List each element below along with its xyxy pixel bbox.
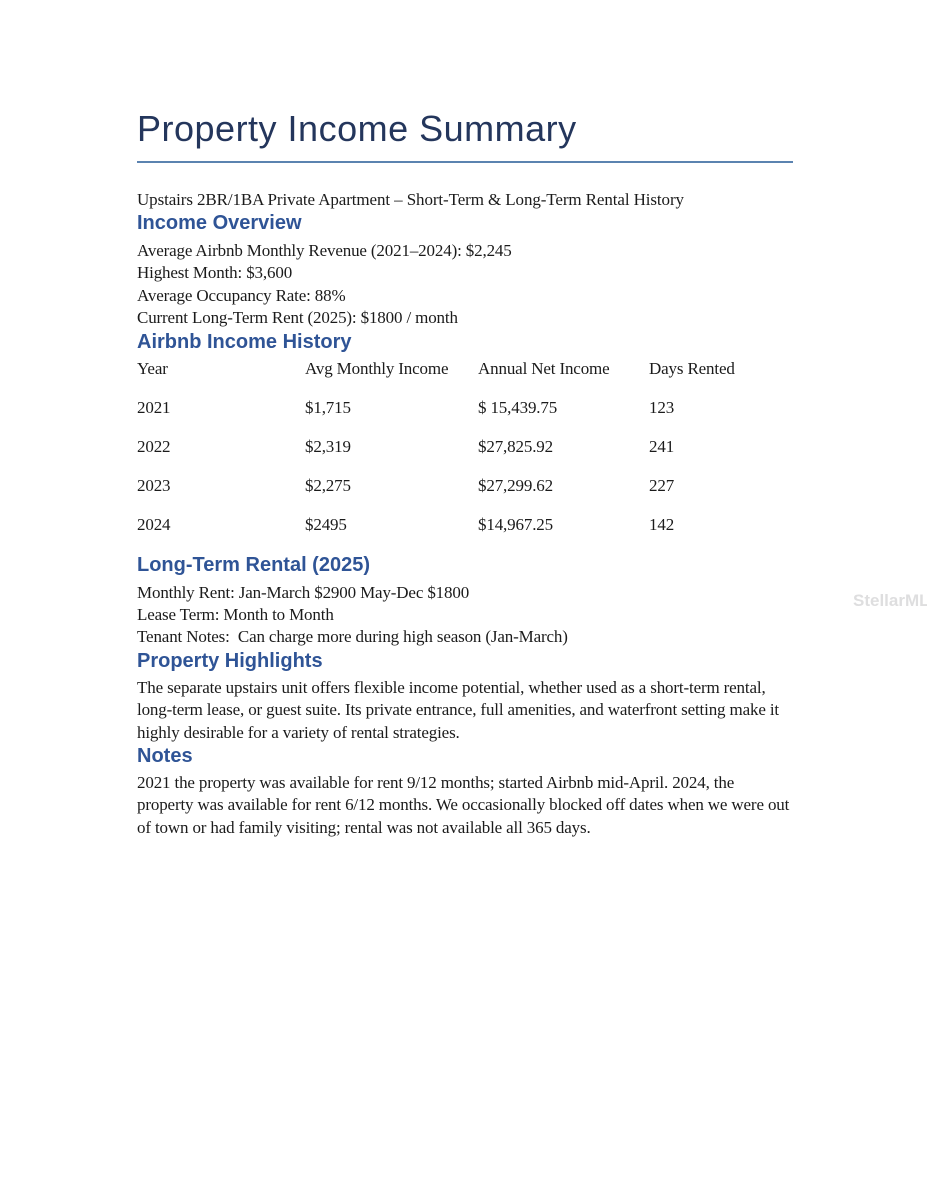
table-row: 2024 $2495 $14,967.25 142 — [137, 514, 793, 553]
notes-paragraph: 2021 the property was available for rent… — [137, 773, 790, 837]
cell-annual-net-income: $27,299.62 — [478, 475, 554, 495]
table-row: 2022 $2,319 $27,825.92 241 — [137, 436, 793, 475]
stellar-mls-watermark: StellarMLS — [853, 591, 927, 610]
column-header-annual-net-income: Annual Net Income — [478, 358, 610, 378]
section-heading-property-highlights: Property Highlights — [137, 649, 323, 672]
table-row: 2021 $1,715 $ 15,439.75 123 — [137, 397, 793, 436]
cell-days-rented: 142 — [649, 514, 675, 534]
income-overview-line: Current Long-Term Rent (2025): $1800 / m… — [137, 308, 458, 328]
long-term-rental-line: Tenant Notes: Can charge more during hig… — [137, 627, 568, 647]
column-header-days-rented: Days Rented — [649, 358, 735, 378]
cell-annual-net-income: $27,825.92 — [478, 436, 554, 456]
title-rule — [137, 161, 793, 163]
column-header-year: Year — [137, 358, 168, 378]
income-overview-line: Average Airbnb Monthly Revenue (2021–202… — [137, 241, 512, 260]
cell-year: 2023 — [137, 475, 171, 495]
cell-days-rented: 123 — [649, 397, 675, 417]
cell-annual-net-income: $14,967.25 — [478, 514, 554, 534]
airbnb-income-table: Year Avg Monthly Income Annual Net Incom… — [137, 358, 793, 553]
income-overview-lines: Average Airbnb Monthly Revenue (2021–202… — [137, 240, 793, 330]
property-highlights-paragraph: The separate upstairs unit offers flexib… — [137, 677, 779, 742]
long-term-rental-lines: Monthly Rent: Jan-March $2900 May-Dec $1… — [137, 582, 793, 649]
document-subtitle: Upstairs 2BR/1BA Private Apartment – Sho… — [137, 190, 684, 209]
section-heading-airbnb-history: Airbnb Income History — [137, 330, 352, 353]
page-title: Property Income Summary — [137, 108, 577, 149]
cell-annual-net-income: $ 15,439.75 — [478, 397, 558, 417]
table-header-row: Year Avg Monthly Income Annual Net Incom… — [137, 358, 793, 397]
column-header-avg-monthly-income: Avg Monthly Income — [305, 358, 449, 378]
cell-avg-monthly-income: $1,715 — [305, 397, 351, 417]
document-content: Property Income Summary Upstairs 2BR/1BA… — [137, 0, 793, 839]
cell-avg-monthly-income: $2,319 — [305, 436, 351, 456]
long-term-rental-line: Lease Term: Month to Month — [137, 605, 334, 625]
cell-days-rented: 241 — [649, 436, 675, 456]
income-overview-line: Highest Month: $3,600 — [137, 263, 293, 283]
cell-avg-monthly-income: $2495 — [305, 514, 347, 534]
cell-year: 2022 — [137, 436, 171, 456]
long-term-rental-line: Monthly Rent: Jan-March $2900 May-Dec $1… — [137, 582, 470, 602]
section-heading-notes: Notes — [137, 745, 193, 768]
income-overview-line: Average Occupancy Rate: 88% — [137, 285, 346, 305]
cell-year: 2024 — [137, 514, 171, 534]
cell-avg-monthly-income: $2,275 — [305, 475, 351, 495]
cell-days-rented: 227 — [649, 475, 675, 495]
cell-year: 2021 — [137, 397, 171, 417]
section-heading-income-overview: Income Overview — [137, 212, 302, 234]
table-row: 2023 $2,275 $27,299.62 227 — [137, 475, 793, 514]
section-heading-long-term-rental: Long-Term Rental (2025) — [137, 553, 370, 576]
